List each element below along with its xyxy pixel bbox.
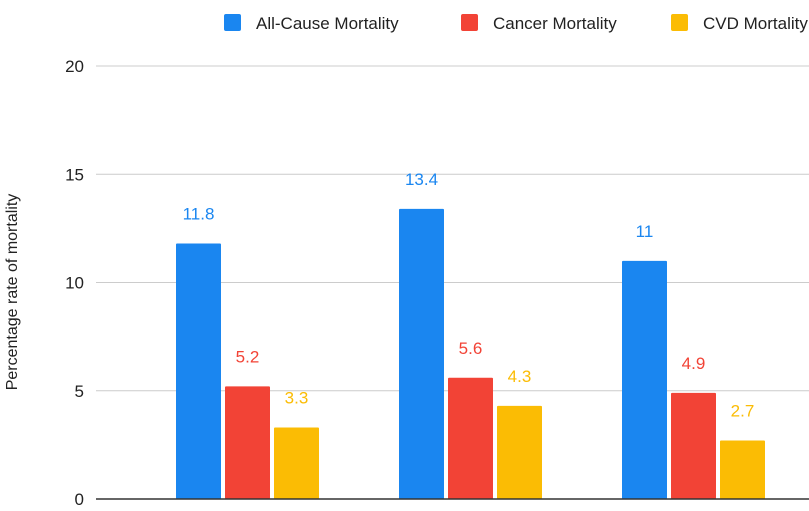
y-tick-label: 0 [75, 490, 84, 506]
data-label: 2.7 [731, 402, 755, 421]
y-axis-ticks: 0 5 10 15 20 [65, 57, 84, 509]
y-tick-label: 15 [65, 165, 84, 184]
bar-all-cause-mortality-3 [622, 260, 667, 499]
legend-swatch [224, 14, 241, 31]
y-axis-title: Percentage rate of mortality [4, 194, 21, 391]
legend-swatch [671, 14, 688, 31]
bar-all-cause-mortality-1 [176, 243, 221, 499]
data-labels: 11.8 13.4 11 5.2 5.6 4.9 3.3 4.3 2.7 [183, 170, 755, 421]
data-label: 5.2 [236, 347, 260, 366]
legend-swatch [461, 14, 478, 31]
data-label: 13.4 [405, 170, 438, 189]
bar-all-cause-mortality-2 [399, 208, 444, 499]
bar-cancer-mortality-1 [225, 386, 270, 499]
data-label: 4.3 [508, 367, 532, 386]
legend-label: Cancer Mortality [493, 14, 617, 33]
y-tick-label: 10 [65, 274, 84, 293]
bar-cvd-mortality-1 [274, 427, 319, 499]
bars [176, 208, 765, 499]
data-label: 11 [636, 222, 654, 241]
bar-cancer-mortality-2 [448, 377, 493, 499]
y-tick-label: 5 [75, 382, 84, 401]
data-label: 3.3 [285, 389, 309, 408]
bar-cvd-mortality-3 [720, 440, 765, 499]
legend-label: All-Cause Mortality [256, 14, 399, 33]
data-label: 5.6 [459, 339, 483, 358]
legend-label: CVD Mortality [703, 14, 808, 33]
data-label: 11.8 [183, 205, 215, 224]
data-label: 4.9 [682, 354, 706, 373]
y-tick-label: 20 [65, 57, 84, 76]
bar-cancer-mortality-3 [671, 392, 716, 499]
bar-cvd-mortality-2 [497, 405, 542, 499]
legend: All-Cause Mortality Cancer Mortality CVD M… [224, 14, 808, 33]
